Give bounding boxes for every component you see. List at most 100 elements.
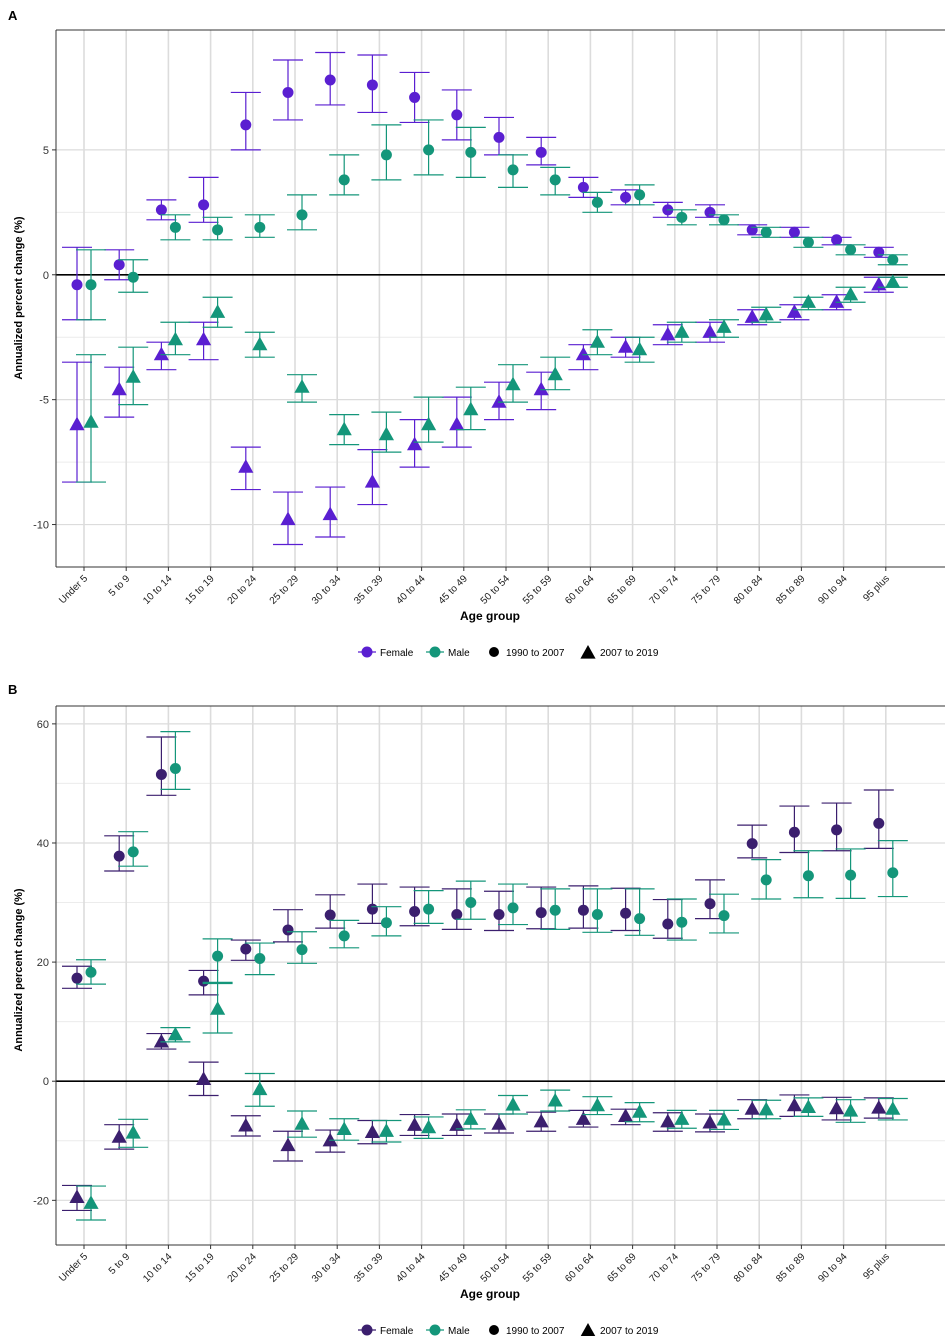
data-point-circle (535, 907, 547, 919)
data-point-triangle (702, 1114, 718, 1129)
data-point-circle (549, 174, 561, 186)
x-tick-label: 50 to 54 (479, 1251, 513, 1285)
data-point-triangle (294, 379, 310, 393)
data-point-circle (282, 86, 294, 98)
data-point-triangle (167, 1026, 183, 1041)
panel-a: A -10 -5 0 5 Under 5 5 to 9 10 to 14 15 to 19 20… (8, 8, 945, 659)
x-tick-label: 75 to 79 (690, 1251, 724, 1285)
data-point-triangle (491, 1116, 507, 1130)
x-tick-label: 40 to 44 (394, 1251, 428, 1285)
data-point-triangle (786, 1097, 802, 1112)
data-point-circle (451, 109, 463, 121)
data-point-triangle (547, 1092, 563, 1107)
data-point-circle (409, 905, 421, 917)
data-point-circle (718, 214, 730, 226)
data-point-triangle (294, 1116, 310, 1130)
data-point-triangle (364, 1124, 380, 1139)
data-point-circle (296, 209, 308, 221)
x-tick-label: 55 to 59 (521, 573, 555, 607)
legend-label-period: 1990 to 2007 (506, 648, 565, 659)
data-point-triangle (702, 324, 718, 338)
panel-b-x-axis-title: Age group (460, 1287, 520, 1301)
data-point-circle (577, 181, 589, 193)
data-point-triangle (125, 369, 141, 383)
data-point-circle (198, 975, 210, 987)
y-tick-label: 60 (37, 719, 49, 731)
data-point-circle (704, 898, 716, 910)
data-point-triangle (533, 1113, 549, 1128)
x-tick-label: Under 5 (57, 573, 90, 606)
x-tick-label: 85 to 89 (774, 573, 808, 607)
data-point-triangle (800, 1099, 816, 1114)
data-point-circle (155, 204, 167, 216)
data-point-triangle (674, 324, 690, 338)
data-point-circle (71, 279, 83, 291)
panel-a-legend: Female Male 1990 to 2007 2007 to 2019 (358, 645, 659, 659)
data-point-circle (887, 254, 899, 266)
data-point-circle (380, 149, 392, 161)
data-point-circle (704, 206, 716, 218)
data-point-circle (831, 234, 843, 246)
data-point-triangle (800, 294, 816, 308)
data-point-triangle (210, 1001, 226, 1015)
data-point-triangle (547, 366, 563, 381)
legend-label-female: Female (380, 1326, 414, 1336)
x-tick-label: 15 to 19 (183, 1251, 217, 1285)
data-point-circle (338, 174, 350, 186)
data-point-circle (240, 943, 252, 955)
data-point-triangle (758, 306, 774, 321)
data-point-circle (873, 246, 885, 258)
x-tick-label: 95 plus (861, 1251, 892, 1282)
data-point-circle (254, 221, 266, 233)
data-point-circle (155, 768, 167, 780)
x-tick-label: 15 to 19 (183, 573, 217, 607)
data-point-triangle (167, 331, 183, 346)
panel-a-plot: -10 -5 0 5 Under 5 5 to 9 10 to 14 15 to 19 20 t… (33, 29, 945, 607)
data-point-circle (127, 846, 139, 858)
data-point-triangle (491, 394, 507, 408)
x-tick-label: 70 to 74 (648, 573, 682, 607)
legend-key-triangle (580, 1323, 596, 1337)
x-tick-label: 10 to 14 (141, 1251, 175, 1285)
data-point-circle (380, 917, 392, 929)
data-point-circle (212, 950, 224, 962)
x-tick-label: 30 to 34 (310, 573, 344, 607)
data-point-triangle (449, 416, 465, 431)
data-point-triangle (716, 319, 732, 333)
legend-label-period: 1990 to 2007 (506, 1326, 565, 1336)
data-point-triangle (336, 1121, 352, 1136)
legend-label-male: Male (448, 1326, 470, 1336)
y-tick-label: -10 (33, 520, 49, 532)
legend-label-period: 2007 to 2019 (600, 648, 659, 659)
data-point-circle (451, 908, 463, 920)
data-point-circle (465, 146, 477, 158)
data-point-triangle (252, 336, 268, 351)
data-point-triangle (407, 1117, 423, 1131)
data-point-triangle (660, 326, 676, 341)
data-point-circle (169, 221, 181, 233)
data-point-triangle (69, 1189, 85, 1203)
legend-key-triangle (580, 645, 596, 659)
legend-label-period: 2007 to 2019 (600, 1326, 659, 1336)
data-point-circle (591, 196, 603, 208)
data-point-circle (746, 838, 758, 850)
x-tick-label: 90 to 94 (816, 573, 850, 607)
data-point-circle (620, 907, 632, 919)
x-tick-label: Under 5 (57, 1251, 90, 1284)
data-point-triangle (83, 414, 99, 428)
data-point-circle (493, 908, 505, 920)
data-point-triangle (885, 1101, 901, 1115)
data-point-circle (254, 953, 266, 965)
data-point-triangle (589, 334, 605, 348)
x-tick-label: 65 to 69 (605, 573, 639, 607)
data-point-circle (366, 79, 378, 91)
data-point-triangle (322, 506, 338, 521)
x-tick-label: 85 to 89 (774, 1251, 808, 1285)
data-point-circle (676, 211, 688, 223)
data-point-triangle (632, 341, 648, 356)
data-point-triangle (618, 339, 634, 353)
data-point-triangle (744, 1101, 760, 1115)
data-point-triangle (744, 309, 760, 323)
data-point-circle (240, 119, 252, 131)
